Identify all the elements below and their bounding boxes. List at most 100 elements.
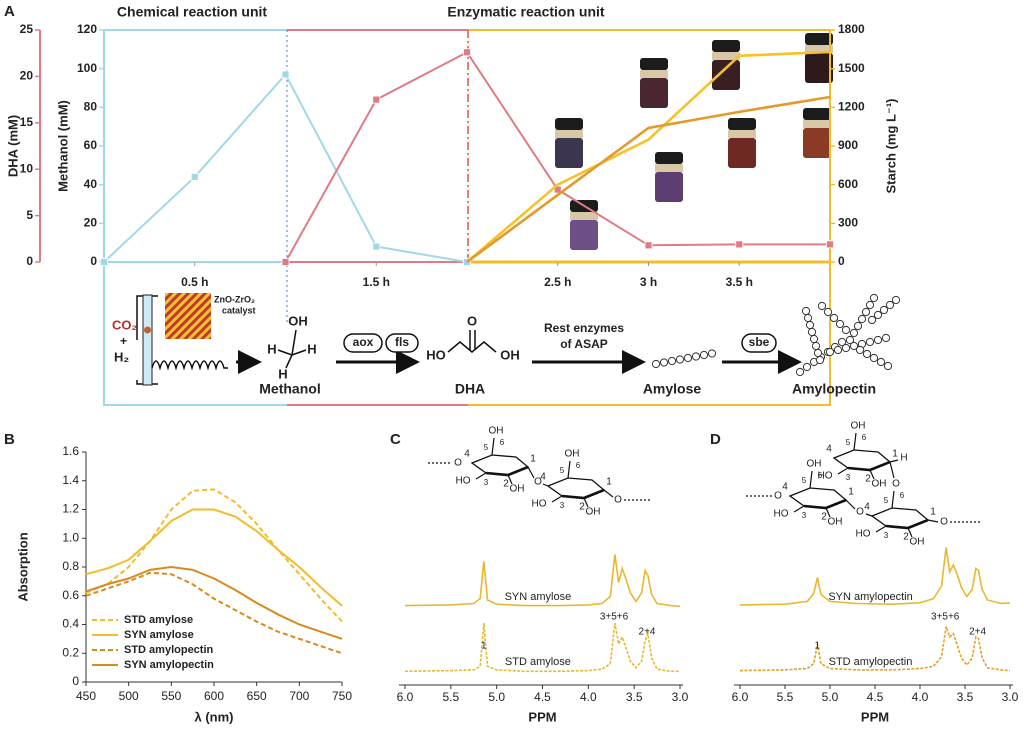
atom-label: 1 <box>848 487 854 498</box>
link-bond <box>527 466 549 487</box>
x-tick-label: 4.5 <box>867 690 884 704</box>
series-line <box>466 50 831 263</box>
x-tick-label: 3.5 h <box>726 275 753 289</box>
y-tick-label: 1.2 <box>62 502 79 516</box>
x-tick-label: 4.5 <box>534 690 551 704</box>
compound-label: Amylose <box>643 381 702 397</box>
vial-body <box>555 138 583 168</box>
bead <box>825 347 835 357</box>
bead <box>659 358 669 367</box>
vial-photos <box>555 33 833 250</box>
enzyme: Rest enzymes <box>544 321 624 335</box>
sugar-bond <box>847 460 891 472</box>
bead <box>833 345 843 355</box>
spectrum-label: STD amylose <box>505 656 571 668</box>
panel-label: A <box>4 3 15 20</box>
y-tick-label: 1500 <box>838 61 865 75</box>
bead <box>795 367 805 377</box>
atom-label: 1 <box>892 449 898 460</box>
atom-label: 3 <box>846 473 851 482</box>
marker <box>826 240 834 249</box>
bead <box>862 349 872 359</box>
spectrum <box>739 547 1011 606</box>
sugar-bond <box>875 490 913 538</box>
atom-label: 2 <box>579 502 585 513</box>
link-bond <box>603 489 614 498</box>
bead <box>835 319 845 329</box>
vial-cap <box>805 33 833 45</box>
bead <box>829 313 839 323</box>
y-tick-label: 0 <box>72 674 79 688</box>
x-tick-label: 3.5 <box>957 690 974 704</box>
vial-band <box>655 164 683 172</box>
marker <box>100 258 108 266</box>
compound-label: Methanol <box>259 381 320 397</box>
atom-label: 4 <box>540 472 546 483</box>
reactant: H₂ <box>114 349 129 364</box>
bead <box>891 295 901 305</box>
axis-title: Starch (mg L⁻¹) <box>883 99 898 194</box>
bead <box>683 353 693 363</box>
atom-label: 6 <box>900 491 905 500</box>
marker <box>190 173 199 181</box>
reactor-tube <box>142 294 153 386</box>
bead <box>802 362 812 372</box>
atom-label: O <box>892 479 900 490</box>
enzyme-bubble <box>385 333 419 353</box>
atom-label: O <box>534 477 542 488</box>
atom-label: HO <box>456 476 471 487</box>
bead <box>853 321 863 331</box>
marker <box>372 95 381 104</box>
axis-title: PPM <box>528 709 556 724</box>
bead <box>885 300 895 310</box>
y-tick-label: 0 <box>26 254 33 268</box>
vial-cap <box>655 152 683 164</box>
vial-body <box>728 138 756 168</box>
marker <box>644 241 653 250</box>
peak-label: 2+4 <box>639 627 656 638</box>
y-tick-label: 1200 <box>838 100 865 114</box>
series-line <box>103 72 468 263</box>
spectrum-label: STD amylopectin <box>829 656 913 668</box>
bead <box>865 300 875 310</box>
atom-label: 4 <box>864 502 870 513</box>
y-tick-label: 0 <box>838 254 845 268</box>
bead <box>667 356 677 366</box>
atom-label: 1 <box>606 477 612 488</box>
bead <box>873 310 883 320</box>
marker <box>372 242 381 251</box>
bead <box>815 355 825 365</box>
sugar-ring <box>788 487 848 509</box>
link-bond <box>889 459 899 479</box>
catalyst-icon <box>165 293 211 339</box>
x-tick-label: 600 <box>204 689 224 703</box>
legend-label: SYN amylose <box>124 629 194 641</box>
series-line <box>85 488 343 623</box>
sugar-bond <box>485 465 529 477</box>
catalyst-label: catalyst <box>222 305 256 315</box>
spectrum <box>404 554 681 608</box>
axis-title: Methanol (mM) <box>55 100 70 192</box>
reactant: CO₂ <box>112 317 138 332</box>
legend-label: STD amylose <box>124 614 193 626</box>
x-tick-label: 5.0 <box>822 690 839 704</box>
bead <box>867 315 877 325</box>
vial-body <box>640 78 668 108</box>
atom: O <box>467 313 477 328</box>
enzyme-bubble <box>741 333 777 353</box>
peak-label: 1 <box>815 641 821 652</box>
amylopectin-tree <box>795 293 901 377</box>
vial-cap <box>640 58 668 70</box>
y-tick-label: 80 <box>84 100 98 114</box>
bead <box>803 313 813 323</box>
bead <box>869 293 879 303</box>
x-tick-label: 6.0 <box>397 690 414 704</box>
sugar-bond <box>551 460 589 508</box>
x-tick-label: 2.5 h <box>544 275 571 289</box>
x-tick-label: 3 h <box>640 275 657 289</box>
coil <box>151 360 228 371</box>
x-tick-label: 550 <box>161 689 181 703</box>
bead <box>869 353 879 363</box>
y-tick-label: 0.6 <box>62 588 79 602</box>
bead <box>691 352 701 361</box>
